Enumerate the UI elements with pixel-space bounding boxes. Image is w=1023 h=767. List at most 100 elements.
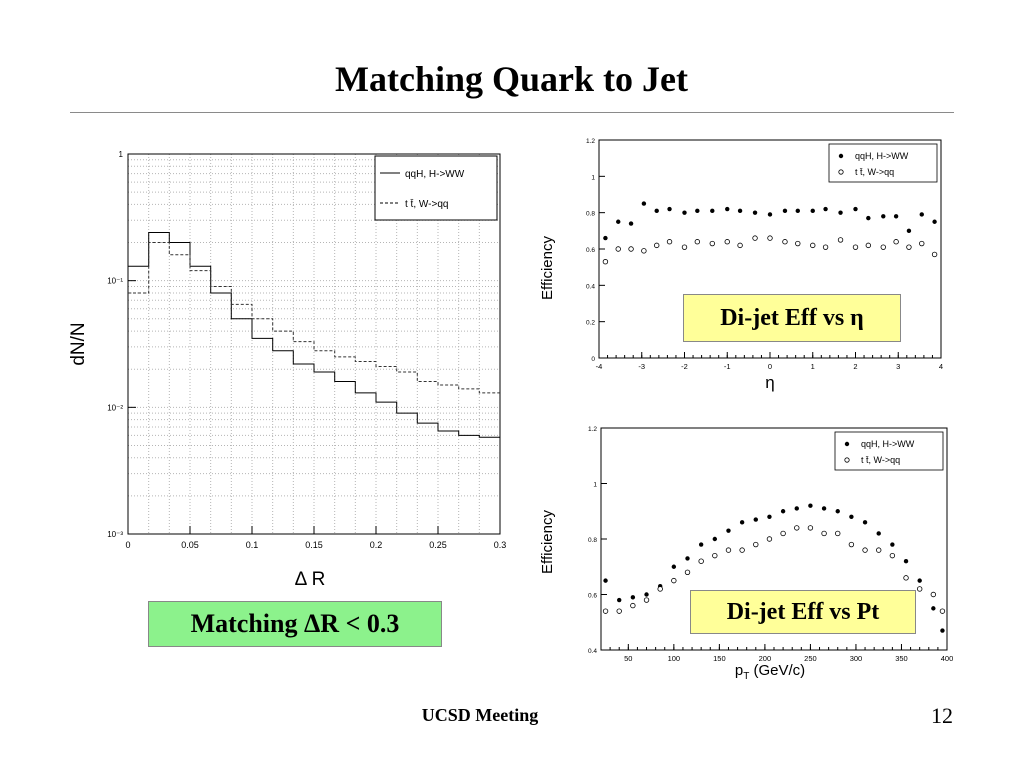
data-point-filled [617, 597, 622, 603]
data-point-open [681, 244, 688, 250]
x-tick-label: 0.1 [246, 540, 259, 550]
data-point-open [780, 530, 786, 537]
data-point-filled [725, 206, 730, 212]
data-point-open [616, 608, 622, 614]
data-point-filled [685, 556, 690, 561]
x-axis-label: pT (GeV/c) [735, 662, 805, 682]
x-tick-label: 50 [624, 654, 632, 663]
data-point-open [903, 575, 909, 581]
data-point-filled [853, 206, 858, 212]
data-point-open [698, 558, 704, 564]
legend-label: t t̄, W->qq [405, 198, 448, 210]
data-point-open [919, 240, 925, 247]
data-point-open [807, 525, 814, 531]
data-point-filled [821, 506, 827, 511]
data-point-open [739, 547, 745, 553]
data-point-filled [893, 214, 899, 219]
x-tick-label: 0 [768, 362, 772, 371]
x-tick-label: 100 [668, 654, 681, 663]
legend-label: qqH, H->WW [855, 151, 909, 161]
data-point-filled [698, 542, 704, 547]
y-tick-label: 0.4 [586, 283, 595, 290]
data-point-filled [628, 221, 634, 226]
data-point-open [865, 242, 872, 249]
legend-label: t t̄, W->qq [855, 167, 894, 177]
data-point-filled [794, 506, 799, 511]
data-point-open [889, 552, 896, 559]
y-tick-label: 0.8 [586, 211, 595, 218]
x-tick-label: 4 [939, 362, 943, 371]
data-point-filled [616, 219, 621, 224]
legend-marker [838, 153, 844, 159]
data-point-open [767, 235, 773, 241]
data-point-open [666, 239, 673, 245]
data-point-open [782, 239, 788, 245]
data-point-open [671, 577, 677, 584]
legend-box [834, 431, 944, 471]
data-point-open [709, 240, 715, 247]
data-point-open [752, 235, 758, 241]
legend-marker [844, 441, 850, 447]
data-point-open [852, 244, 859, 250]
x-tick-label: 200 [759, 654, 772, 663]
title-divider [70, 112, 954, 113]
data-point-filled [838, 210, 843, 215]
data-point-filled [603, 235, 608, 241]
data-point-open [643, 597, 650, 603]
x-tick-label: 2 [853, 362, 857, 371]
legend-marker [838, 169, 844, 175]
data-point-filled [767, 212, 773, 217]
pt-efficiency-label: Di-jet Eff vs Pt [690, 590, 916, 634]
x-tick-label: -3 [638, 362, 645, 371]
data-point-open [724, 239, 730, 245]
data-point-filled [881, 214, 886, 219]
data-point-filled [682, 210, 687, 215]
data-point-filled [767, 514, 772, 519]
data-point-open [916, 586, 923, 592]
legend-label: qqH, H->WW [861, 439, 915, 449]
data-point-filled [890, 542, 895, 547]
data-point-open [906, 244, 912, 250]
page-number: 12 [931, 703, 953, 728]
y-axis-label: dN/N [68, 322, 89, 365]
footer-meeting: UCSD Meeting [421, 705, 539, 725]
data-point-filled [603, 578, 608, 583]
data-point-filled [752, 210, 758, 215]
data-point-filled [782, 208, 788, 214]
data-point-filled [795, 208, 800, 214]
y-axis-label: Efficiency [539, 510, 556, 574]
data-point-filled [630, 595, 636, 600]
data-point-open [630, 602, 636, 609]
data-point-open [822, 244, 829, 250]
y-tick-label: 1 [591, 174, 595, 181]
data-point-filled [667, 206, 672, 212]
x-tick-label: 250 [804, 654, 817, 663]
data-point-open [753, 541, 759, 548]
data-point-filled [810, 208, 815, 214]
efficiency-vs-pt-chart: 50 100 150 200 250 300 350 400 0.4 0.6 0.8 1 1.2 qqH,… [539, 426, 954, 682]
data-point-filled [644, 592, 649, 597]
data-point-open [654, 242, 660, 249]
data-point-open [737, 242, 743, 249]
x-tick-label: 400 [941, 654, 954, 663]
x-tick-label: 3 [896, 362, 900, 371]
x-axis-label: η [765, 373, 774, 392]
data-point-open [628, 246, 634, 252]
x-tick-label: 300 [850, 654, 863, 663]
data-point-filled [641, 201, 647, 206]
data-point-open [880, 244, 886, 250]
data-point-open [794, 525, 800, 531]
delta-r-histogram: 0 0.05 0.1 0.15 0.2 0.25 0.3 1 10⁻¹ 10⁻² 10⁻³ qqH, … [68, 150, 506, 590]
data-point-filled [835, 509, 840, 514]
data-point-filled [671, 564, 677, 569]
data-point-filled [903, 559, 909, 564]
data-point-filled [654, 208, 659, 214]
data-point-open [939, 608, 946, 614]
histogram-series-2 [128, 242, 500, 394]
data-point-filled [712, 536, 718, 542]
data-point-open [694, 239, 701, 245]
data-point-filled [726, 528, 731, 533]
x-tick-label: -1 [724, 362, 731, 371]
data-point-open [657, 586, 663, 592]
data-point-filled [919, 212, 924, 217]
